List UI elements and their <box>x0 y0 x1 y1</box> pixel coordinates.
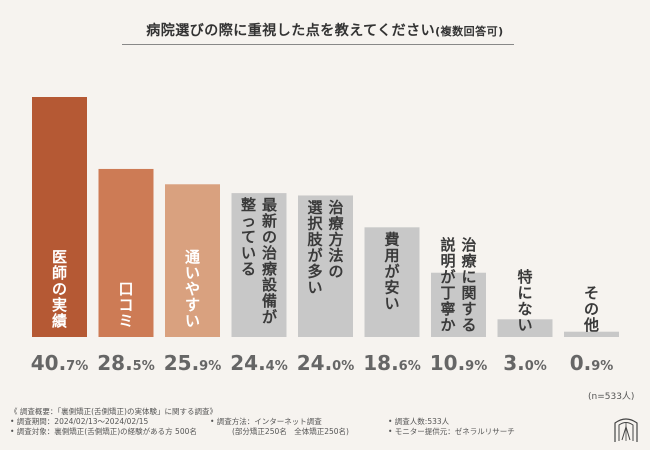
survey-title-note: 《 調査概要：「裏側矯正(舌側矯正)の実体験」に関する調査》 <box>10 407 217 416</box>
value-label-7: 10.9% <box>430 351 488 375</box>
survey-period-note: • 調査期間：2024/02/13〜2024/02/15 <box>10 417 149 426</box>
survey-breakdown-note: (部分矯正250名 全体矯正250名) <box>232 427 349 436</box>
bar-7 <box>431 272 486 337</box>
survey-respondents-note: • 調査人数:533人 <box>388 417 450 426</box>
survey-provider-note: • モニター提供元：ゼネラルリサーチ <box>388 427 515 436</box>
bar-label-4-col-2: 整っている <box>241 196 256 278</box>
bar-label-6-col-1: 費用が安い <box>384 230 400 312</box>
bar-label-7-col-1: 治療に関する <box>461 236 477 334</box>
chart-title: 病院選びの際に重視した点を教えてください(複数回答可) <box>0 20 650 40</box>
value-label-9: 0.9% <box>570 351 614 375</box>
title-underline <box>122 44 514 45</box>
bar-9 <box>564 331 619 337</box>
value-label-3: 25.9% <box>164 351 222 375</box>
value-label-1: 40.7% <box>31 351 89 375</box>
survey-notes: 《 調査概要：「裏側矯正(舌側矯正)の実体験」に関する調査》 • 調査期間：20… <box>10 407 600 447</box>
bar-label-8-col-1: 特にない <box>517 268 532 334</box>
bar-label-2-col-1: 口コミ <box>118 280 133 330</box>
survey-method-note: • 調査方法：インターネット調査 <box>210 417 322 426</box>
bar-label-4-col-1: 最新の治療設備が <box>262 196 278 326</box>
bar-8 <box>497 319 553 337</box>
bar-1 <box>32 97 87 337</box>
value-label-6: 18.6% <box>363 351 421 375</box>
value-label-4: 24.4% <box>230 351 288 375</box>
bar-2 <box>98 168 154 337</box>
bar-3 <box>165 184 220 337</box>
bar-5 <box>298 195 353 337</box>
bar-label-1-col-1: 医師の実績 <box>52 248 67 330</box>
bar-4 <box>231 193 287 337</box>
bar-label-3-col-1: 通いやすい <box>185 248 200 330</box>
bar-label-5-col-1: 治療方法の <box>328 198 344 280</box>
value-label-5: 24.0% <box>297 351 355 375</box>
bar-label-5-col-2: 選択肢が多い <box>307 198 323 296</box>
chart-title-main: 病院選びの際に重視した点を教えてください <box>146 23 436 39</box>
brand-logo-icon <box>614 418 638 442</box>
value-label-2: 28.5% <box>97 351 155 375</box>
bar-label-9-col-1: その他 <box>583 284 599 334</box>
bar-chart: 医師の実績 40.7% 口コミ 28.5% 通いやすい 25.9% 最新の治療設備が整ってい… <box>31 97 619 375</box>
sample-size-label: (n=533人) <box>588 392 635 402</box>
survey-target-note: • 調査対象：裏側矯正(舌側矯正)の経験がある方 500名 <box>10 427 197 436</box>
bar-label-7-col-2: 説明が丁寧か <box>440 236 456 334</box>
value-label-8: 3.0% <box>503 351 547 375</box>
bar-6 <box>364 227 420 337</box>
chart-title-sub: (複数回答可) <box>435 25 504 38</box>
